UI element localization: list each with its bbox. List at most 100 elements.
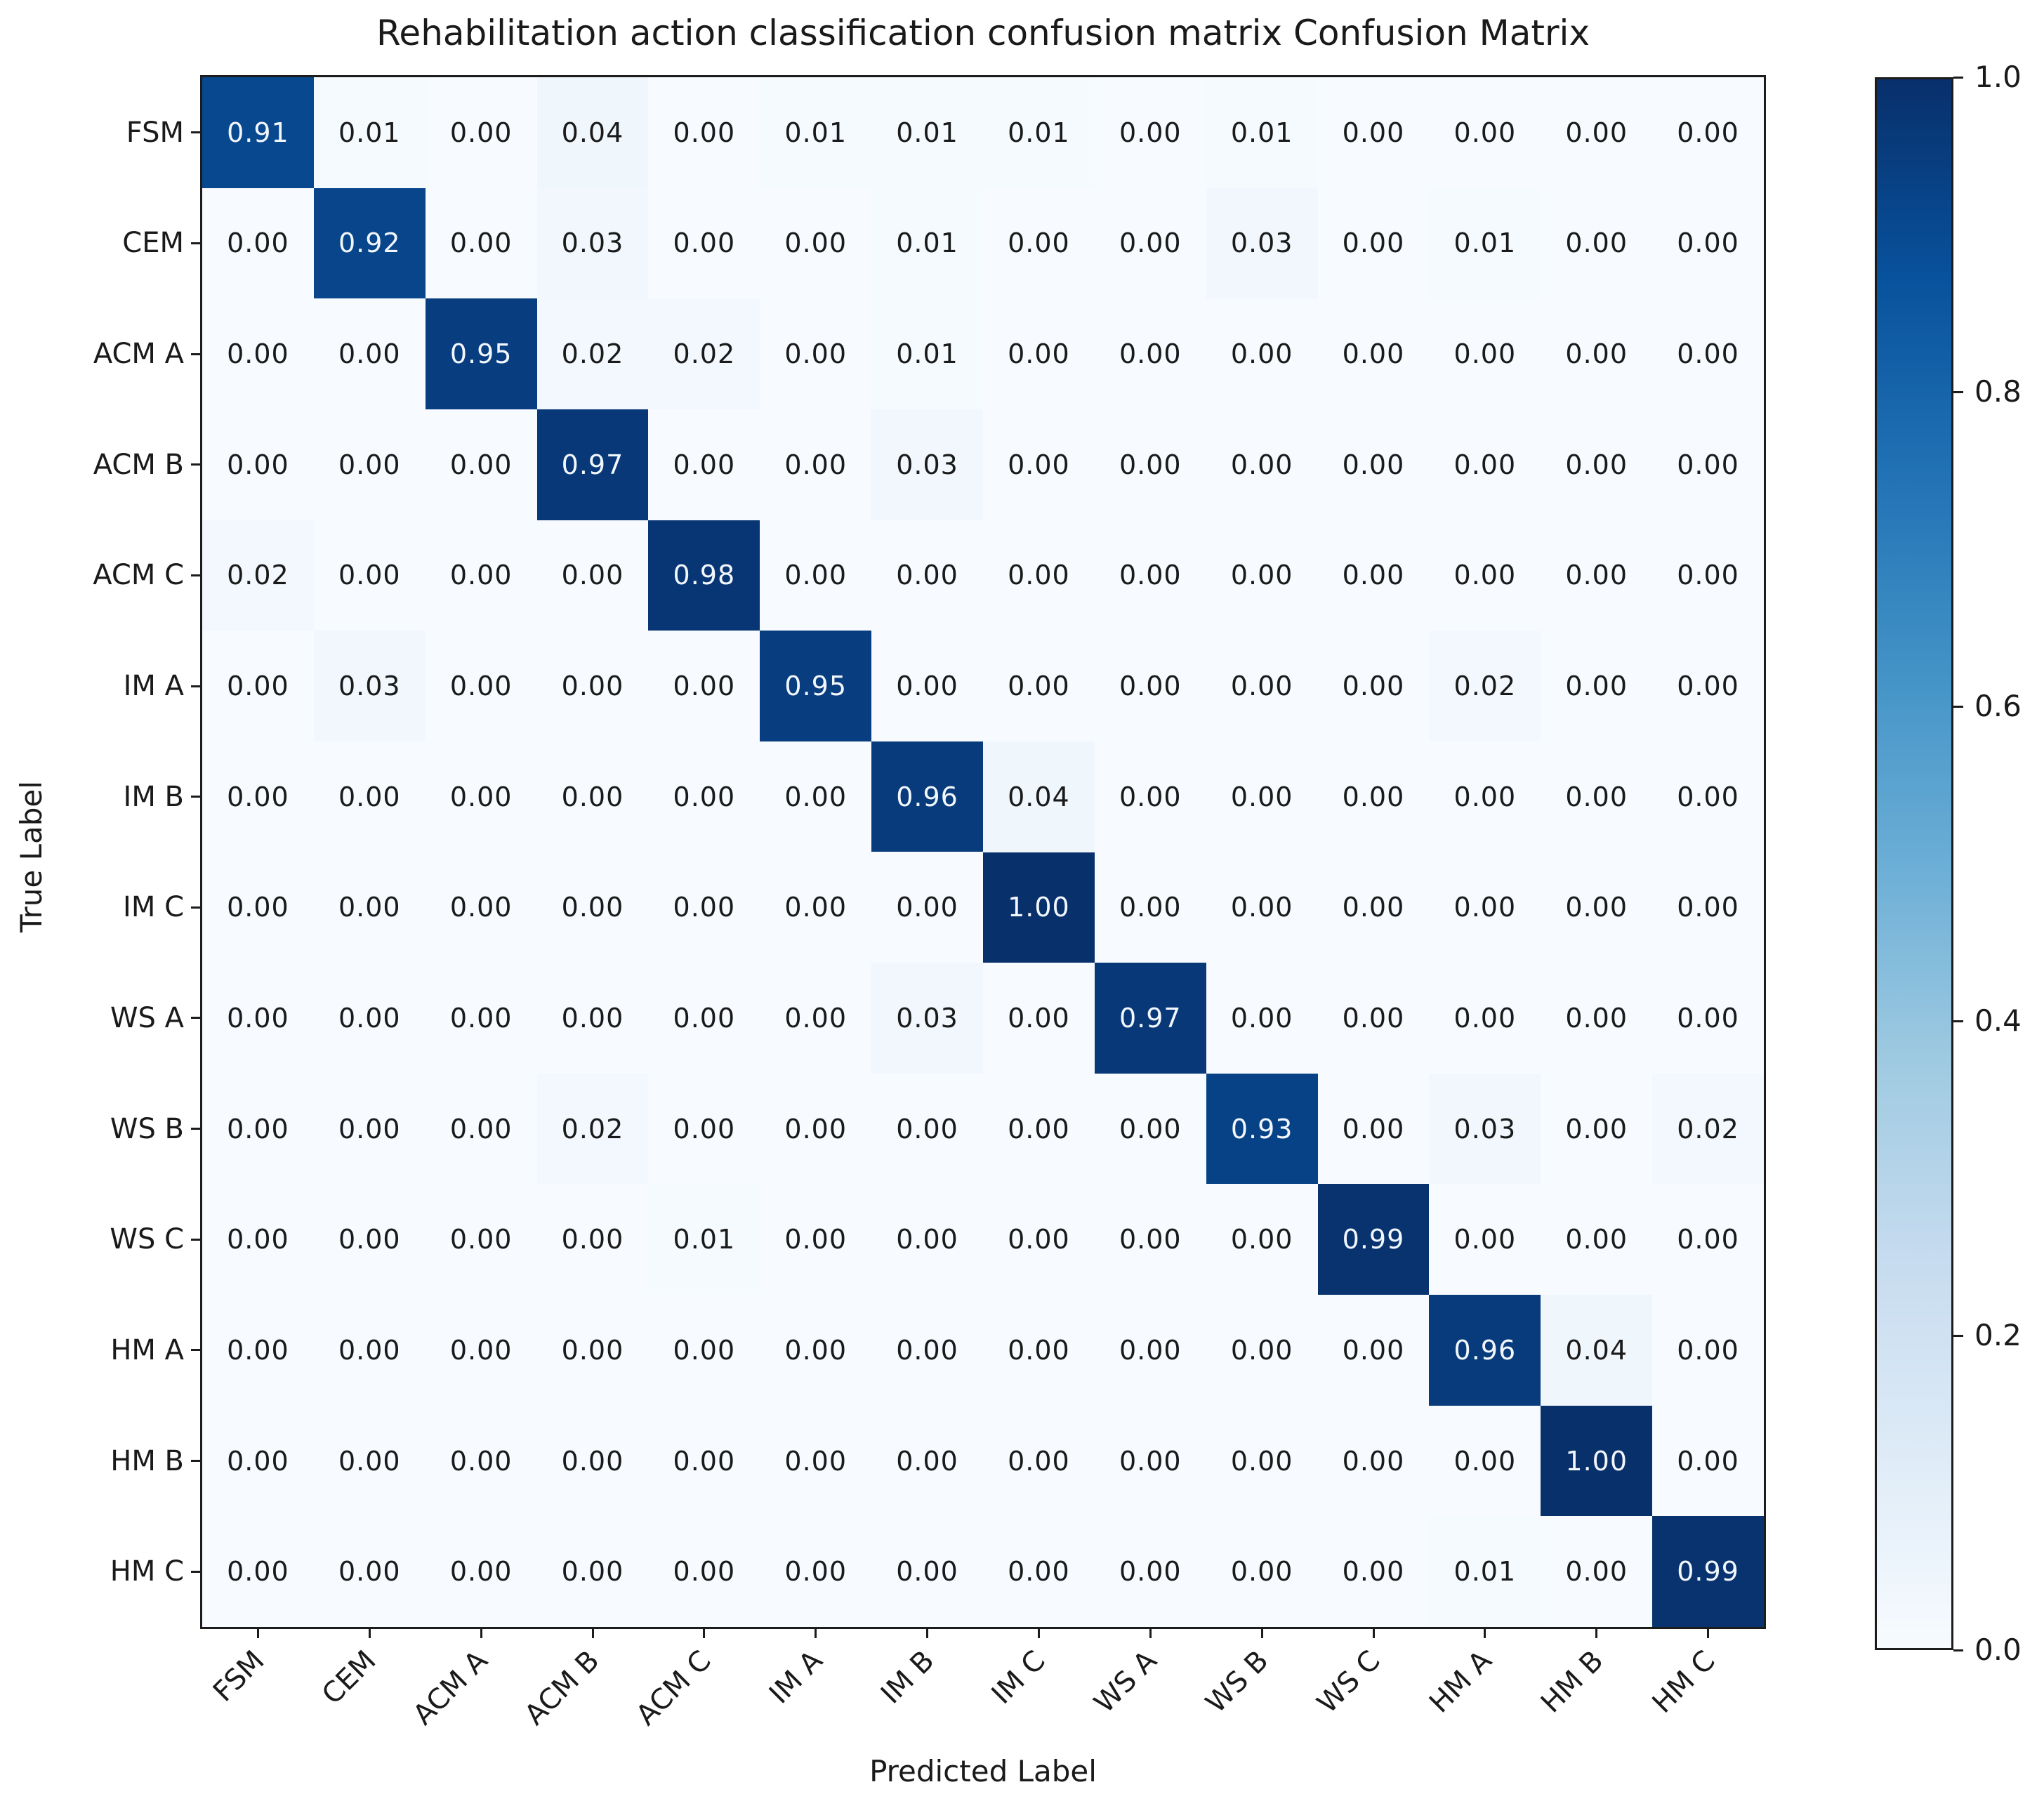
matrix-cell: 0.00 [1206,852,1318,963]
y-tick-mark [191,685,200,687]
y-tick-label: ACM B [93,448,184,481]
matrix-cell: 0.00 [1094,187,1206,299]
matrix-cell: 0.00 [983,963,1095,1074]
matrix-cell: 0.00 [1094,520,1206,631]
matrix-cell: 0.00 [425,1516,537,1627]
matrix-cell: 0.00 [1094,1295,1206,1406]
matrix-cell: 0.00 [1429,409,1541,520]
matrix-cell: 0.00 [648,1405,760,1517]
x-tick-mark [368,1629,371,1638]
matrix-cell: 0.00 [202,298,314,409]
y-tick-label: FSM [126,116,184,149]
matrix-cell: 0.00 [1317,963,1430,1074]
matrix-cell: 0.00 [425,1073,537,1185]
matrix-cell: 0.00 [648,1073,760,1185]
matrix-cell: 0.00 [425,631,537,741]
matrix-cell: 0.00 [1317,1516,1430,1627]
matrix-cell: 0.01 [871,77,983,188]
matrix-cell: 0.00 [1429,1405,1541,1517]
matrix-cell: 0.00 [1317,852,1430,963]
matrix-cell: 0.00 [1317,409,1430,520]
y-tick-mark [191,1238,200,1241]
matrix-cell: 0.00 [1541,77,1653,188]
matrix-cell: 0.00 [202,1516,314,1627]
matrix-cell: 0.00 [202,741,314,852]
matrix-cell: 0.97 [536,409,649,520]
y-tick-mark [191,131,200,134]
matrix-cell: 0.00 [313,852,426,963]
matrix-cell: 0.00 [1317,187,1430,299]
matrix-cell: 0.96 [1429,1295,1541,1406]
y-tick-label: IM A [123,670,184,703]
colorbar-tick-label: 0.8 [1974,374,2022,409]
x-tick-mark [703,1629,706,1638]
y-tick-mark [191,1017,200,1020]
matrix-cell: 0.00 [425,187,537,299]
matrix-cell: 0.00 [313,963,426,1074]
colorbar-tick-mark [1953,76,1963,79]
matrix-cell: 0.00 [1206,631,1318,741]
matrix-cell: 0.00 [313,298,426,409]
matrix-cell: 0.02 [536,1073,649,1185]
matrix-cell: 0.00 [760,1295,872,1406]
matrix-cell: 0.00 [1541,409,1653,520]
matrix-cell: 0.00 [760,741,872,852]
matrix-cell: 0.00 [1094,1405,1206,1517]
matrix-cell: 0.00 [202,631,314,741]
matrix-cell: 0.00 [983,409,1095,520]
x-tick-mark [591,1629,594,1638]
matrix-cell: 0.00 [536,520,649,631]
matrix-cell: 0.04 [1541,1295,1653,1406]
colorbar-tick-label: 0.2 [1974,1318,2022,1352]
x-tick-mark [1484,1629,1486,1638]
matrix-cell: 0.00 [536,963,649,1074]
y-tick-mark [191,574,200,576]
matrix-cell: 0.00 [1652,1295,1764,1406]
matrix-cell: 0.00 [1317,1073,1430,1185]
matrix-cell: 0.00 [1317,77,1430,188]
matrix-cell: 0.00 [1094,409,1206,520]
matrix-cell: 0.00 [983,1405,1095,1517]
matrix-cell: 0.00 [1429,520,1541,631]
matrix-cell: 0.95 [760,631,872,741]
matrix-cell: 0.04 [536,77,649,188]
colorbar-tick-label: 1.0 [1974,60,2022,94]
colorbar-tick-label: 0.0 [1974,1633,2022,1667]
matrix-cell: 0.00 [1206,520,1318,631]
matrix-cell: 0.03 [871,409,983,520]
matrix-cell: 0.00 [1094,1184,1206,1295]
matrix-cell: 1.00 [1541,1405,1653,1517]
matrix-cell: 0.99 [1652,1516,1764,1627]
matrix-cell: 0.00 [760,963,872,1074]
matrix-cell: 0.00 [1541,520,1653,631]
matrix-cell: 0.91 [202,77,314,188]
matrix-cell: 0.00 [425,852,537,963]
matrix-cell: 0.00 [313,1073,426,1185]
matrix-cell: 0.00 [871,631,983,741]
matrix-cell: 0.01 [760,77,872,188]
matrix-cell: 0.01 [1206,77,1318,188]
matrix-cell: 0.00 [648,1516,760,1627]
matrix-cell: 0.00 [1206,963,1318,1074]
colorbar-tick-label: 0.4 [1974,1003,2022,1038]
matrix-cell: 0.03 [536,187,649,299]
colorbar-tick-mark [1953,705,1963,708]
matrix-cell: 0.00 [1429,963,1541,1074]
x-tick-mark [1260,1629,1263,1638]
y-tick-mark [191,1128,200,1130]
matrix-cell: 0.00 [1429,1184,1541,1295]
matrix-cell: 0.00 [1652,520,1764,631]
y-tick-label: IM C [123,891,184,924]
matrix-cell: 0.00 [760,1184,872,1295]
matrix-cell: 0.00 [648,741,760,852]
matrix-cell: 0.00 [760,1516,872,1627]
matrix-cell: 0.00 [313,409,426,520]
matrix-cell: 0.00 [313,741,426,852]
matrix-cell: 0.99 [1317,1184,1430,1295]
matrix-cell: 0.00 [871,1295,983,1406]
matrix-cell: 0.00 [202,1295,314,1406]
matrix-cell: 0.00 [760,409,872,520]
matrix-cell: 0.00 [202,852,314,963]
matrix-cell: 0.01 [871,187,983,299]
y-tick-mark [191,906,200,909]
